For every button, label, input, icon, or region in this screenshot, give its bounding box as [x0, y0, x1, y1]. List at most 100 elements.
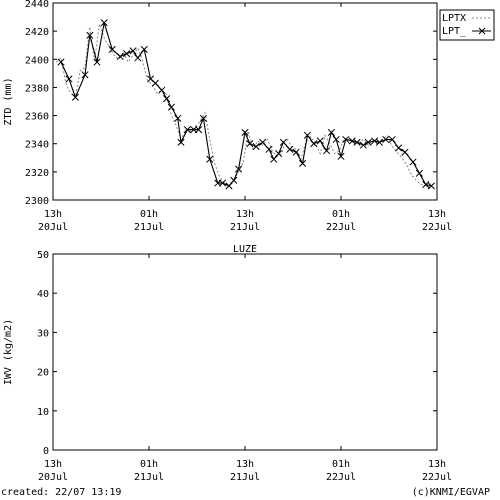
x-tick-time-label: 13h — [44, 459, 62, 470]
y-tick-label: 2420 — [25, 27, 49, 38]
marker-stroke — [81, 71, 89, 79]
series-lpt-marker — [206, 155, 214, 163]
series-lpt-marker — [427, 182, 435, 190]
series-lpt-marker — [195, 126, 203, 134]
marker-stroke — [332, 135, 340, 144]
created-timestamp: created: 22/07 13:19 — [1, 487, 122, 498]
series-lpt-marker — [388, 135, 396, 144]
series-lpt-marker — [371, 137, 379, 145]
x-tick-date-label: 20Jul — [38, 472, 68, 483]
marker-stroke — [219, 179, 227, 187]
legend: LPTX LPT_ — [439, 9, 495, 41]
panel-title: LUZE — [233, 244, 257, 255]
y-tick-label: 30 — [37, 328, 49, 339]
series-lpt-marker — [395, 144, 403, 152]
series-lpt-marker — [382, 135, 390, 144]
marker-stroke — [409, 158, 417, 166]
marker-stroke — [427, 182, 435, 190]
marker-stroke — [342, 135, 350, 144]
marker-stroke — [158, 86, 166, 94]
y-tick-label: 2380 — [25, 83, 49, 94]
marker-stroke — [395, 144, 403, 152]
marker-stroke — [71, 93, 79, 101]
series-lpt-marker — [183, 126, 191, 134]
marker-stroke — [116, 52, 124, 61]
series-lpt-marker — [129, 47, 137, 55]
marker-stroke — [183, 126, 191, 134]
x-tick-date-label: 22Jul — [422, 222, 452, 233]
marker-stroke — [286, 145, 294, 153]
marker-stroke — [100, 19, 108, 27]
marker-stroke — [129, 47, 137, 55]
marker-stroke — [275, 150, 283, 158]
legend-marker — [478, 27, 486, 35]
x-tick-time-label: 01h — [140, 459, 158, 470]
series-lpt-marker — [134, 54, 142, 62]
marker-stroke — [246, 140, 254, 148]
series-lpt-marker — [299, 159, 307, 167]
marker-stroke — [375, 138, 383, 146]
iwv-panel: 0 10 20 30 40 50 13h 20Jul 01h 21Jul 13h 21Jul 01h 22… — [3, 244, 452, 483]
series-lpt-marker — [316, 137, 324, 145]
y-tick-label: 2400 — [25, 55, 49, 66]
marker-stroke — [147, 75, 155, 83]
series-lpt-marker — [303, 131, 311, 139]
y-tick-label: 20 — [37, 368, 49, 379]
marker-stroke — [93, 58, 101, 66]
series-lpt-marker — [270, 155, 278, 163]
series-lpt-marker — [158, 86, 166, 94]
marker-stroke — [206, 155, 214, 163]
marker-stroke — [167, 103, 175, 111]
series-lpt-marker — [167, 103, 175, 111]
ztd-panel: 2300 2320 2340 2360 2380 2400 2420 2440 13h 20Jul… — [3, 0, 495, 233]
x-tick-time-label: 13h — [236, 459, 254, 470]
series-lpt-marker — [292, 148, 300, 156]
marker-stroke — [235, 165, 243, 173]
series-lpt-marker — [409, 158, 417, 166]
marker-stroke — [371, 137, 379, 145]
y-tick-label: 2360 — [25, 112, 49, 123]
series-lpt-marker — [57, 58, 65, 66]
series-lpt-marker — [422, 180, 430, 189]
series-lpt-marker — [81, 71, 89, 79]
series-lpt-marker — [265, 145, 273, 153]
x-tick-date-label: 21Jul — [230, 472, 260, 483]
x-tick-time-label: 13h — [428, 209, 446, 220]
marker-stroke — [163, 95, 171, 103]
series-lpt-marker — [246, 140, 254, 148]
series-lpt-marker — [310, 140, 318, 148]
series-lpt-marker — [225, 182, 233, 190]
marker-stroke — [195, 126, 203, 134]
marker-stroke — [292, 148, 300, 156]
marker-stroke — [225, 182, 233, 190]
series-lpt-marker — [359, 141, 367, 149]
y-tick-label: 0 — [43, 446, 49, 457]
marker-stroke — [134, 54, 142, 62]
marker-stroke — [199, 114, 207, 122]
marker-stroke — [364, 138, 372, 146]
marker-stroke — [123, 50, 131, 58]
marker-stroke — [316, 137, 324, 145]
marker-stroke — [279, 138, 287, 146]
y-tick-label: 40 — [37, 289, 49, 300]
series-lpt-marker — [327, 128, 335, 137]
marker-stroke — [230, 176, 238, 184]
series-lpt-marker — [140, 45, 148, 53]
series-lpt-marker — [375, 138, 383, 146]
series-lpt-marker — [123, 50, 131, 58]
x-tick-date-label: 22Jul — [326, 222, 356, 233]
marker-stroke — [323, 147, 331, 155]
x-tick-time-label: 01h — [332, 459, 350, 470]
x-tick-date-label: 21Jul — [134, 222, 164, 233]
marker-stroke — [359, 141, 367, 149]
series-lptx-line — [55, 23, 431, 188]
series-lpt-marker — [364, 138, 372, 146]
series-lpt-marker — [323, 147, 331, 155]
y-tick-label: 2300 — [25, 196, 49, 207]
y-tick-label: 2320 — [25, 168, 49, 179]
series-lpt-marker — [163, 95, 171, 103]
y-axis-label: ZTD (mm) — [3, 77, 14, 125]
series-lpt-marker — [348, 137, 356, 145]
series-lpt-marker — [342, 135, 350, 144]
legend-label: LPTX — [442, 13, 466, 24]
